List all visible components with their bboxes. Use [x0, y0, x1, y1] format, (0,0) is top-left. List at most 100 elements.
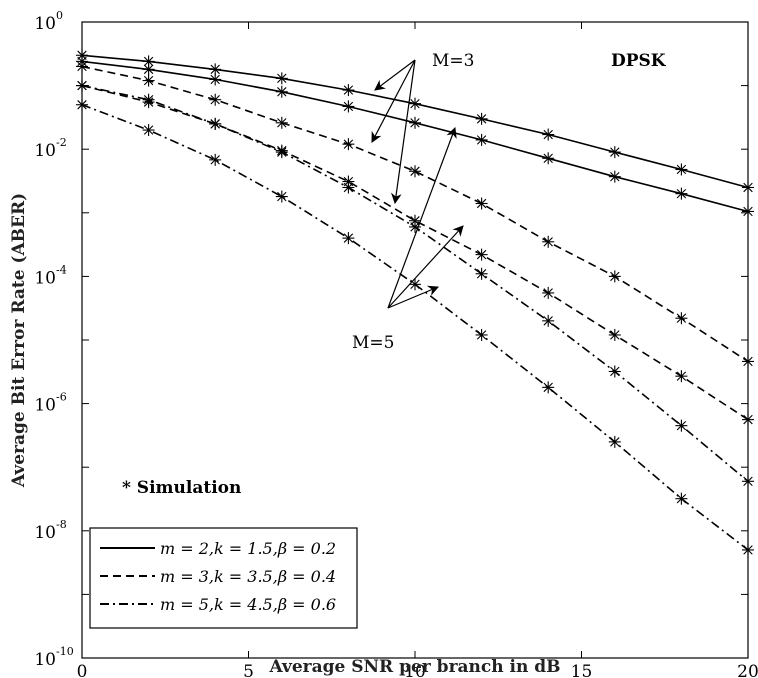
- simulation-point: [542, 235, 555, 248]
- m5-arrows: [387, 126, 464, 309]
- x-tick-label: 0: [77, 662, 88, 678]
- m3-arrow-3: [390, 59, 416, 205]
- simulation-point: [542, 381, 555, 394]
- simulation-point: [475, 112, 488, 125]
- simulation-point: [475, 197, 488, 210]
- simulation-point: [742, 475, 754, 488]
- simulation-point: [742, 181, 754, 194]
- m3-arrow-2: [371, 59, 416, 143]
- simulation-point: [275, 72, 288, 85]
- simulation-point: [209, 73, 222, 86]
- m5-arrow-2: [387, 225, 464, 309]
- simulation-point: [675, 419, 688, 432]
- simulation-point: [342, 181, 355, 194]
- simulation-point: [542, 128, 555, 141]
- y-tick-base: 10: [34, 14, 56, 34]
- m5-arrow-1: [387, 126, 457, 309]
- simulation-point: [209, 117, 222, 130]
- y-tick-label: 10 -6: [34, 391, 66, 416]
- legend-label-3: m = 5,k = 4.5,β = 0.6: [160, 595, 336, 614]
- simulation-point: [675, 492, 688, 505]
- simulation-point: [475, 248, 488, 261]
- x-tick-label: 10: [404, 662, 426, 678]
- simulation-point: [76, 98, 88, 111]
- simulation-point: [475, 133, 488, 146]
- simulation-point: [142, 124, 155, 137]
- y-tick-label: 10 -4: [34, 263, 66, 288]
- m3-arrows: [371, 59, 416, 205]
- simulation-point: [409, 165, 421, 178]
- simulation-point: [742, 205, 754, 218]
- y-tick-exponent: -6: [56, 391, 67, 404]
- y-tick-exponent: -10: [56, 645, 74, 658]
- x-tick-label: 5: [243, 662, 254, 678]
- simulation-point: [275, 116, 288, 129]
- series-line-dashed-M3: [81, 65, 749, 363]
- m3-arrow-1: [374, 59, 416, 91]
- y-tick-base: 10: [34, 268, 56, 288]
- simulation-point: [342, 100, 355, 113]
- simulation-point: [742, 355, 754, 368]
- x-axis-label: Average SNR per branch in dB: [268, 657, 560, 677]
- y-tick-base: 10: [34, 141, 56, 161]
- simulation-point: [76, 79, 88, 92]
- x-tick-label: 20: [737, 662, 758, 678]
- y-tick-exponent: -2: [56, 136, 67, 149]
- simulation-point: [76, 60, 88, 73]
- simulation-point: [742, 413, 754, 426]
- m3-label: M=3: [432, 51, 474, 71]
- x-tick-label: 15: [571, 662, 593, 678]
- simulation-point: [675, 370, 688, 383]
- simulation-note: * Simulation: [122, 478, 241, 498]
- y-tick-base: 10: [34, 396, 56, 416]
- simulation-point: [409, 116, 421, 129]
- simulation-point: [275, 190, 288, 203]
- m5-arrow-3: [387, 285, 439, 309]
- simulation-point: [608, 365, 621, 378]
- simulation-point: [275, 146, 288, 159]
- simulation-point: [542, 152, 555, 165]
- simulation-point: [209, 153, 222, 166]
- simulation-point: [608, 435, 621, 448]
- legend-label-2: m = 3,k = 3.5,β = 0.4: [160, 567, 336, 586]
- simulation-point: [608, 170, 621, 183]
- simulation-point: [542, 286, 555, 299]
- series-line-dashed-M5: [81, 84, 749, 421]
- simulation-point: [142, 93, 155, 106]
- simulation-point: [475, 328, 488, 341]
- y-tick-exponent: -4: [56, 263, 67, 276]
- simulation-point: [675, 163, 688, 176]
- series-line-dashdot-M5: [81, 103, 749, 551]
- y-tick-base: 10: [34, 650, 56, 670]
- simulation-point: [608, 270, 621, 283]
- simulation-point: [675, 312, 688, 325]
- simulation-point: [342, 232, 355, 245]
- simulation-point: [275, 85, 288, 98]
- simulation-point: [542, 314, 555, 327]
- simulation-point: [608, 146, 621, 159]
- simulation-point: [342, 84, 355, 97]
- y-tick-base: 10: [34, 523, 56, 543]
- simulation-point: [409, 278, 421, 291]
- legend: m = 2,k = 1.5,β = 0.2 m = 3,k = 3.5,β = …: [89, 527, 358, 629]
- y-tick-label: 10 -2: [34, 136, 66, 161]
- simulation-point: [209, 63, 222, 76]
- simulation-point: [409, 97, 421, 110]
- simulation-point: [675, 187, 688, 200]
- simulation-point: [409, 220, 421, 233]
- m5-label: M=5: [352, 333, 394, 353]
- legend-box: [89, 527, 358, 629]
- simulation-point: [209, 93, 222, 106]
- simulation-point: [142, 63, 155, 76]
- y-tick-label: 10 0: [34, 9, 63, 34]
- simulation-point: [608, 328, 621, 341]
- y-tick-label: 10 -10: [34, 645, 73, 670]
- simulation-markers: [76, 49, 754, 556]
- y-axis-label: Average Bit Error Rate (ABER): [9, 193, 29, 488]
- y-tick-exponent: 0: [56, 9, 63, 22]
- legend-label-1: m = 2,k = 1.5,β = 0.2: [160, 539, 336, 558]
- simulation-point: [142, 74, 155, 87]
- simulation-point: [742, 543, 754, 556]
- simulation-point: [475, 267, 488, 280]
